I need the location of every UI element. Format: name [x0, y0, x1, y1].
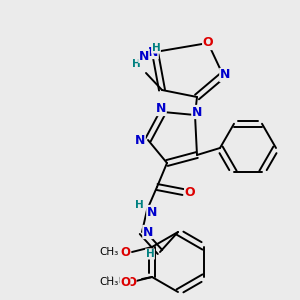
Text: N: N: [135, 134, 145, 146]
Text: N: N: [156, 103, 166, 116]
Text: N: N: [192, 106, 202, 118]
Text: N: N: [147, 206, 157, 218]
Text: H₃C: H₃C: [106, 276, 126, 286]
Text: O: O: [126, 275, 136, 289]
Text: H: H: [135, 200, 143, 210]
Text: N: N: [220, 68, 230, 82]
Text: N: N: [139, 50, 149, 62]
Text: N: N: [143, 226, 153, 238]
Text: O: O: [120, 275, 130, 289]
Text: CH₃: CH₃: [99, 247, 119, 257]
Text: CH₃: CH₃: [99, 277, 119, 287]
Text: O: O: [120, 245, 130, 259]
Text: O: O: [203, 37, 213, 50]
Text: H: H: [152, 43, 160, 53]
Text: N: N: [148, 46, 158, 59]
Text: H: H: [132, 59, 140, 69]
Text: H: H: [146, 249, 154, 259]
Text: O: O: [185, 185, 195, 199]
